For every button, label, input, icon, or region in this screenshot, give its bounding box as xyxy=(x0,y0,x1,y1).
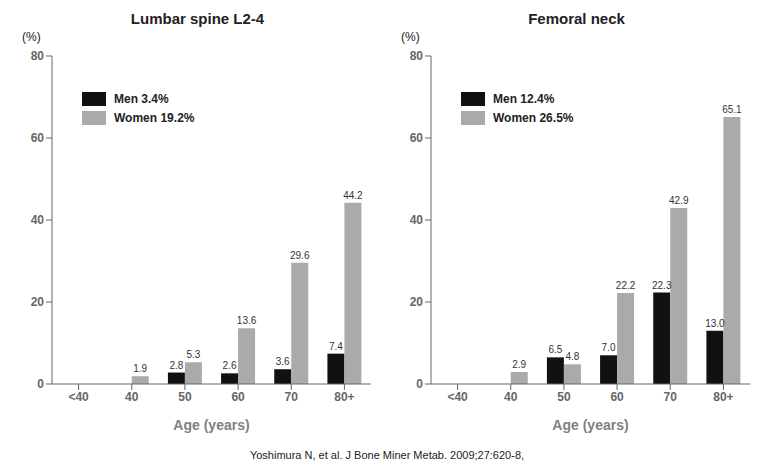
html-text:Femoral neck: Femoral neck xyxy=(528,10,625,27)
svg-text:4.8: 4.8 xyxy=(565,351,579,362)
svg-text:42.9: 42.9 xyxy=(669,195,689,206)
svg-text:3.6: 3.6 xyxy=(276,356,290,367)
svg-text:40: 40 xyxy=(125,390,139,404)
svg-text:40: 40 xyxy=(410,213,424,227)
svg-text:2.9: 2.9 xyxy=(512,359,526,370)
svg-text:Age (years): Age (years) xyxy=(552,417,628,433)
svg-text:2.8: 2.8 xyxy=(169,360,183,371)
svg-text:80: 80 xyxy=(31,49,45,63)
svg-text:60: 60 xyxy=(231,390,245,404)
svg-text:2.6: 2.6 xyxy=(223,360,237,371)
svg-text:80: 80 xyxy=(410,49,424,63)
svg-text:0: 0 xyxy=(37,377,44,391)
svg-text:13.0: 13.0 xyxy=(705,318,725,329)
svg-text:60: 60 xyxy=(410,131,424,145)
svg-text:7.0: 7.0 xyxy=(602,342,616,353)
svg-text:7.4: 7.4 xyxy=(329,341,343,352)
html-text:Men 12.4%: Men 12.4% xyxy=(493,92,555,106)
svg-text:60: 60 xyxy=(31,131,45,145)
svg-text:70: 70 xyxy=(285,390,299,404)
svg-text:70: 70 xyxy=(664,390,678,404)
svg-text:29.6: 29.6 xyxy=(290,250,310,261)
html-text:Women 26.5%: Women 26.5% xyxy=(493,111,574,125)
svg-text:<40: <40 xyxy=(68,390,89,404)
svg-text:80+: 80+ xyxy=(713,390,733,404)
svg-text:65.1: 65.1 xyxy=(722,104,742,115)
html-text:Women 19.2%: Women 19.2% xyxy=(114,111,195,125)
svg-text:Age (years): Age (years) xyxy=(173,417,249,433)
svg-text:22.2: 22.2 xyxy=(616,280,636,291)
svg-text:60: 60 xyxy=(610,390,624,404)
svg-text:44.2: 44.2 xyxy=(343,190,363,201)
svg-text:1.9: 1.9 xyxy=(133,363,147,374)
html-text:Yoshimura N, et al. J Bone Min: Yoshimura N, et al. J Bone Miner Metab. … xyxy=(249,449,525,461)
svg-text:40: 40 xyxy=(504,390,518,404)
svg-text:20: 20 xyxy=(410,295,424,309)
svg-text:<40: <40 xyxy=(447,390,468,404)
html-text:Men 3.4%: Men 3.4% xyxy=(114,92,169,106)
svg-text:20: 20 xyxy=(31,295,45,309)
svg-text:0: 0 xyxy=(416,377,423,391)
svg-text:80+: 80+ xyxy=(334,390,354,404)
html-text:Lumbar spine L2-4: Lumbar spine L2-4 xyxy=(130,10,265,27)
svg-text:13.6: 13.6 xyxy=(237,315,257,326)
svg-text:22.3: 22.3 xyxy=(652,280,672,291)
svg-text:6.5: 6.5 xyxy=(548,344,562,355)
svg-text:5.3: 5.3 xyxy=(186,349,200,360)
svg-text:40: 40 xyxy=(31,213,45,227)
svg-text:50: 50 xyxy=(557,390,571,404)
svg-text:50: 50 xyxy=(178,390,192,404)
